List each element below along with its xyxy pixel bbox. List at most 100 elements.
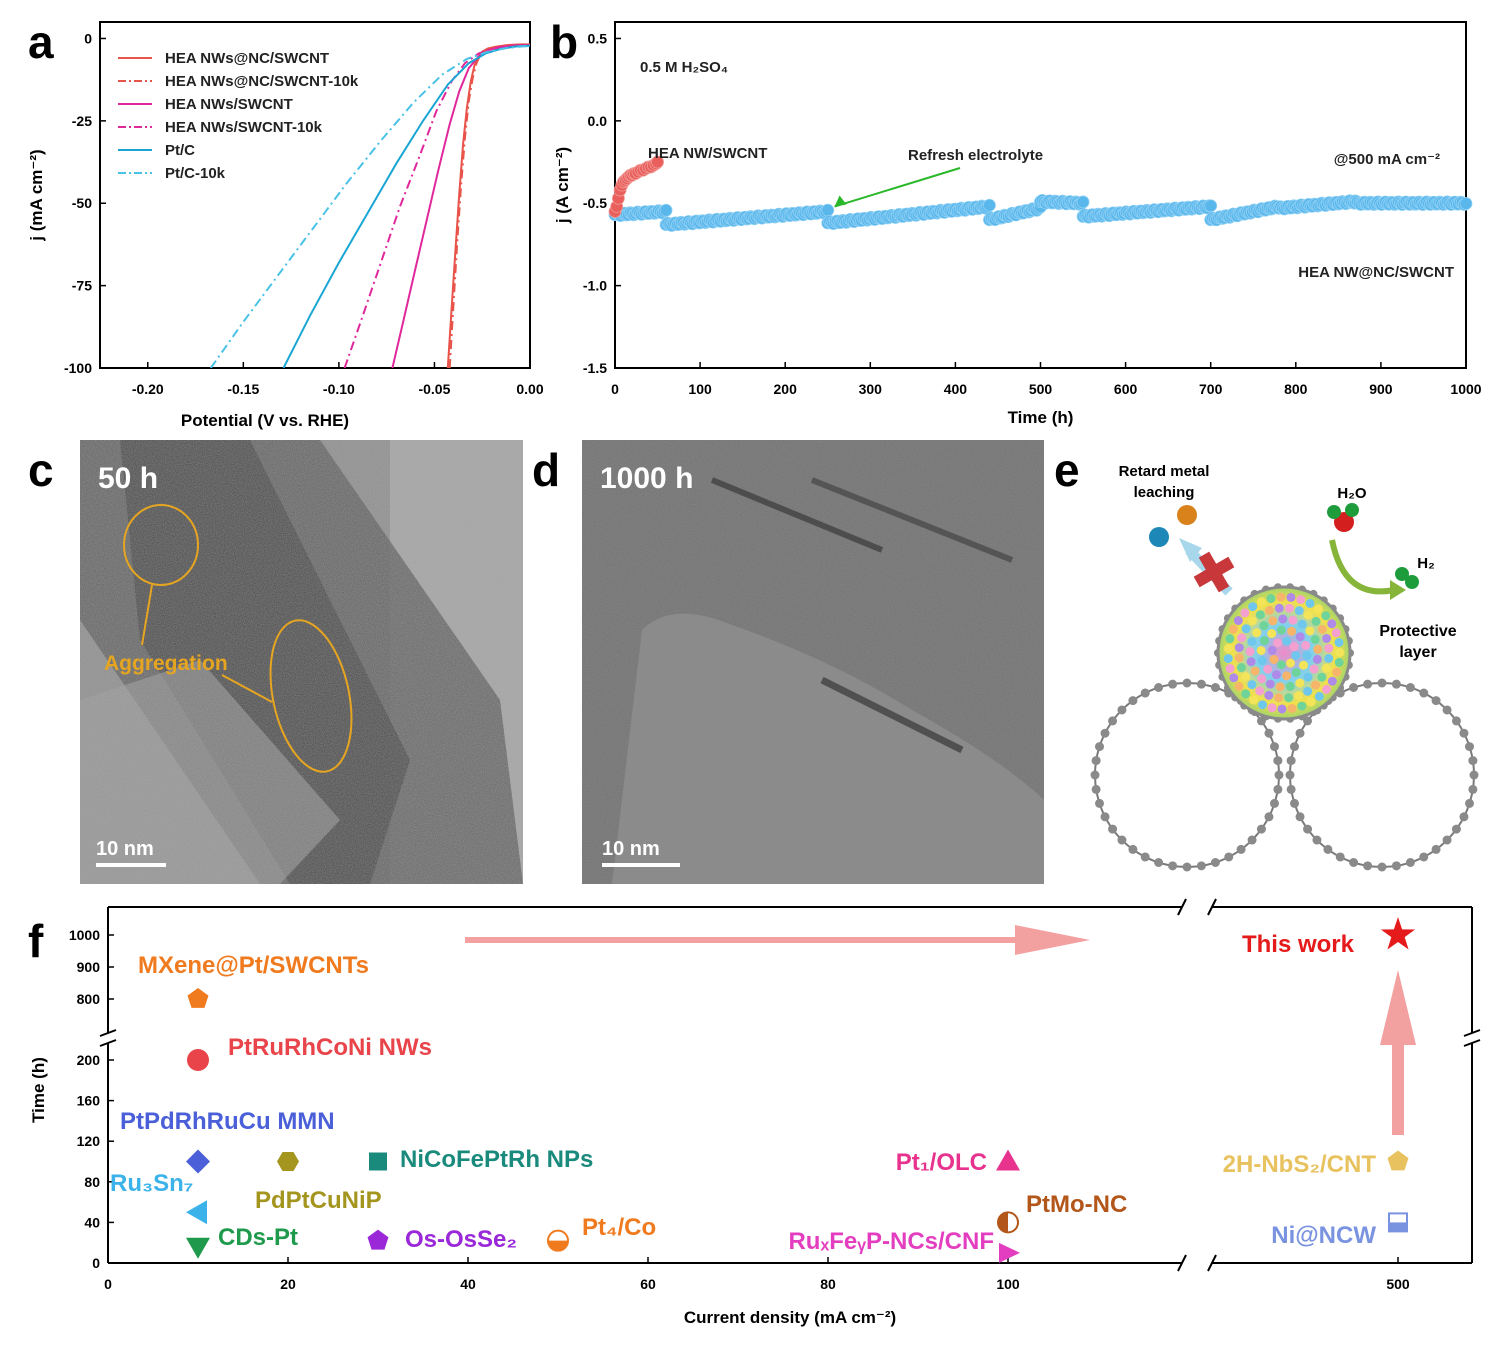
ring-bead (1464, 798, 1474, 808)
np-atom (1297, 701, 1307, 711)
y-tick-label-a: -100 (64, 360, 92, 376)
x-tick-label-b: 700 (1199, 381, 1223, 397)
np-atom (1302, 651, 1312, 661)
np-atom (1314, 691, 1324, 701)
axis-break-x (1177, 1254, 1187, 1272)
y-tick-label-f: 40 (84, 1214, 100, 1230)
np-atom (1276, 592, 1286, 602)
x-tick-label-b: 800 (1284, 381, 1308, 397)
np-atom (1332, 667, 1342, 677)
x-tick-label-f: 60 (640, 1276, 656, 1292)
ring-bead (1100, 728, 1110, 738)
marker-half-circle-fill (548, 1240, 568, 1251)
x-tick-label-b: 600 (1114, 381, 1138, 397)
point-label-f: NiCoFePtRh NPs (400, 1146, 593, 1173)
ring-bead (1269, 742, 1279, 752)
ring-bead (1247, 835, 1257, 845)
np-atom (1267, 703, 1277, 713)
panel-letter-e: e (1054, 444, 1080, 496)
ring-bead (1108, 716, 1118, 726)
panel-letter-c: c (28, 444, 54, 496)
ring-bead (1405, 683, 1415, 693)
ring-bead (1290, 742, 1300, 752)
np-atom (1256, 645, 1266, 655)
ring-bead (1154, 857, 1164, 867)
refresh-arrow (834, 167, 961, 208)
ring-bead (1256, 824, 1266, 834)
ring-bead (1377, 862, 1387, 872)
ring-bead (1286, 756, 1296, 766)
np-atom (1245, 647, 1255, 657)
point-label-f: Pt₁/OLC (896, 1149, 987, 1176)
aggregation-label: Aggregation (104, 652, 228, 675)
marker-circle (187, 1049, 209, 1071)
axis-break-y (1463, 1029, 1481, 1037)
point-label-f: PdPtCuNiP (255, 1187, 382, 1214)
axis-break-x (1207, 898, 1217, 916)
np-atom (1264, 690, 1274, 700)
point-label-f: PtRuRhCoNi NWs (228, 1034, 432, 1061)
x-tick-label-f: 40 (460, 1276, 476, 1292)
np-atom (1310, 635, 1320, 645)
data-point-b-long (659, 203, 673, 217)
np-atom (1271, 670, 1281, 680)
np-atom (1284, 693, 1294, 703)
ring-bead (1168, 679, 1178, 689)
np-atom (1255, 686, 1265, 696)
panel-letter-d-wrap: d (532, 444, 560, 496)
y-tick-label-f: 0 (92, 1255, 100, 1271)
np-atom (1275, 682, 1285, 692)
series-line-a (446, 43, 530, 368)
ring-bead (1285, 770, 1295, 780)
ring-bead (1442, 835, 1452, 845)
ring-bead (1117, 835, 1127, 845)
chart-b-stability: b 0 100 200 300 400 500 600 700 800 900 1000 0.5 0.0… (550, 16, 1482, 427)
ring-bead (1273, 756, 1283, 766)
ring-bead (1295, 812, 1305, 822)
ring-bead (1363, 861, 1373, 871)
ring-bead (1224, 852, 1234, 862)
legend-label-a: HEA NWs@NC/SWCNT-10k (165, 73, 359, 90)
panel-letter-a: a (28, 16, 54, 68)
marker-half-circle-v-fill (998, 1212, 1009, 1233)
x-tick-label-b: 900 (1369, 381, 1393, 397)
marker-square (369, 1152, 387, 1171)
ring-bead (1140, 852, 1150, 862)
scalebar-c (96, 863, 166, 867)
np-atom (1324, 643, 1334, 653)
water-molecule-icon (1327, 503, 1359, 532)
np-atom (1317, 672, 1327, 682)
x-tick-label-f: 100 (996, 1276, 1020, 1292)
ring-bead (1451, 824, 1461, 834)
ring-bead (1451, 716, 1461, 726)
ring-bead (1405, 857, 1415, 867)
np-atom (1291, 651, 1301, 661)
np-atom (1247, 637, 1257, 647)
np-atom (1273, 638, 1283, 648)
ring-bead (1264, 728, 1274, 738)
hydrogen-molecule-icon (1395, 567, 1419, 589)
series-line-a (448, 44, 530, 368)
ring-bead (1091, 756, 1101, 766)
np-atom (1241, 624, 1251, 634)
x-tick-label-b: 100 (688, 381, 712, 397)
np-atom (1291, 667, 1301, 677)
scalebar-text-c: 10 nm (96, 838, 154, 860)
np-atom (1252, 628, 1262, 638)
y-axis-title-a: j (mA cm⁻²) (27, 149, 46, 241)
np-atom (1334, 657, 1344, 667)
y-tick-label-a: -75 (72, 278, 92, 294)
np-atom (1313, 604, 1323, 614)
marker-pentagon (1387, 1150, 1409, 1171)
x-tick-label-b: 300 (859, 381, 883, 397)
ring-bead (1459, 728, 1469, 738)
np-atom (1317, 624, 1327, 634)
marker-star (1380, 917, 1416, 950)
y-tick-label-b: -1.5 (583, 360, 607, 376)
chart-f-benchmark: f 0 20 40 60 80 100 500 0 40 80 120 160 200 800 900 100… (28, 898, 1481, 1327)
np-atom (1236, 663, 1246, 673)
y-tick-label-b: 0.5 (588, 30, 608, 46)
np-atom (1234, 681, 1244, 691)
marker-hexagon (277, 1151, 299, 1172)
marker-half-square-fill (1389, 1222, 1407, 1232)
